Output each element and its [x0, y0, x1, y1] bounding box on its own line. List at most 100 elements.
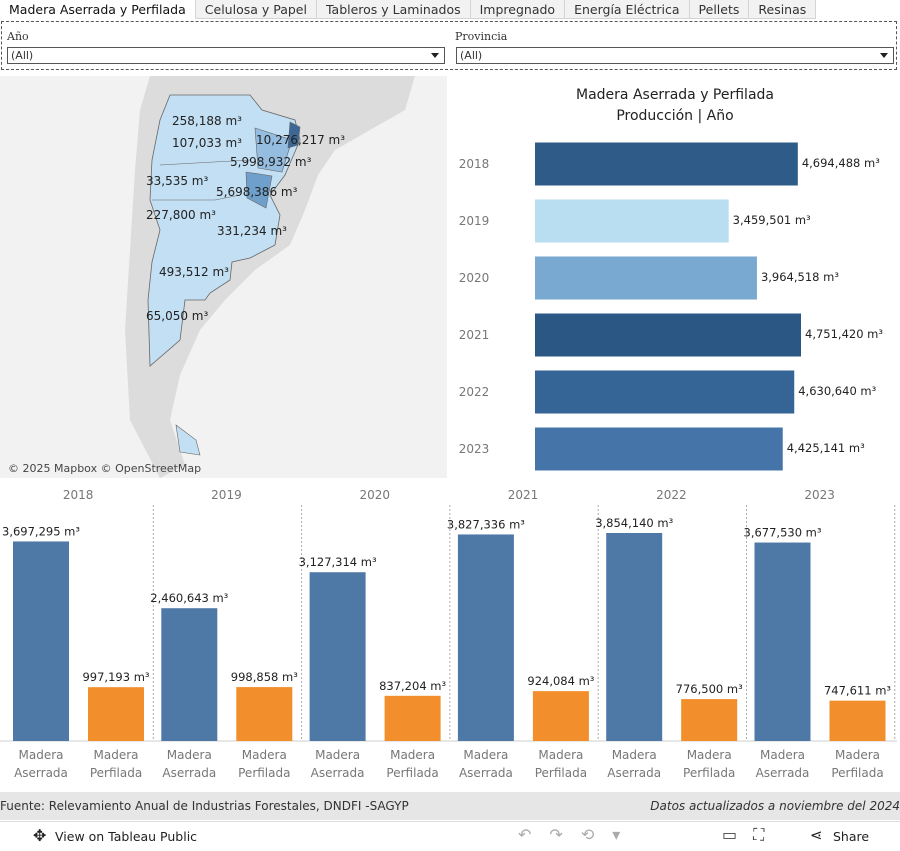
map-label: 65,050 m³	[146, 309, 208, 323]
bar	[457, 534, 514, 741]
category-label: Madera Aserrada	[458, 748, 513, 780]
tableau-icon: ✥	[33, 826, 47, 845]
source: Fuente: Relevamiento Anual de Industrias…	[0, 799, 409, 813]
bar	[309, 572, 366, 741]
map-label: 107,033 m³	[172, 136, 242, 150]
value-label: 776,500 m³	[676, 682, 743, 696]
bar	[535, 142, 798, 186]
bar	[829, 700, 886, 741]
y-tick-label: 2023	[459, 442, 490, 456]
map-province	[175, 424, 201, 456]
category-label: Madera Perfilada	[89, 748, 143, 780]
share-icon: ⋖	[810, 826, 823, 844]
bar	[754, 542, 811, 741]
category-label: Madera Aserrada	[755, 748, 810, 780]
history-buttons[interactable]: ↶↷⟲▾	[518, 825, 639, 844]
map-label: 227,800 m³	[146, 208, 216, 222]
map-label: 10,276,217 m³	[256, 133, 345, 147]
chart-subtitle: Producción | Año	[616, 108, 733, 124]
y-tick-label: 2021	[459, 328, 490, 342]
bar	[13, 541, 69, 741]
bar	[606, 533, 663, 741]
bar	[535, 427, 783, 471]
bar	[161, 608, 218, 741]
map-label: 331,234 m³	[217, 224, 287, 238]
map	[0, 76, 447, 478]
y-tick-label: 2018	[459, 157, 490, 171]
value-label: 3,677,530 m³	[744, 526, 822, 540]
map-label: 258,188 m³	[172, 114, 242, 128]
map-label: 493,512 m³	[159, 265, 229, 279]
category-label: Madera Perfilada	[386, 748, 439, 780]
tab[interactable]: Madera Aserrada y Perfilada	[0, 0, 196, 19]
tab[interactable]: Tableros y Laminados	[316, 0, 471, 19]
tab-bar: Madera Aserrada y Perfilada Celulosa y Pa…	[0, 0, 817, 19]
map-province	[245, 171, 273, 209]
panel-header: 2023	[804, 488, 835, 502]
value-label: 3,854,140 m³	[595, 516, 673, 530]
category-label: Madera Perfilada	[831, 748, 884, 780]
panel-header: 2020	[359, 488, 390, 502]
map-border	[159, 159, 251, 166]
bar	[681, 699, 738, 741]
tab[interactable]: Impregnado	[470, 0, 566, 19]
value-label: 837,204 m³	[379, 679, 446, 693]
category-label: Madera Aserrada	[162, 748, 217, 780]
value-label: 3,827,336 m³	[447, 517, 525, 531]
category-label: Madera Aserrada	[607, 748, 662, 780]
value-label: 997,193 m³	[82, 670, 149, 684]
category-label: Madera Perfilada	[238, 748, 291, 780]
map-province	[287, 121, 301, 149]
charts: 258,188 m³ 107,033 m³ 10,276,217 m³ 5,998,9…	[0, 76, 897, 742]
tab[interactable]: Celulosa y Papel	[195, 0, 317, 19]
bar	[535, 199, 729, 243]
chart-title: Madera Aserrada y Perfilada	[576, 87, 774, 103]
panel-header: 2022	[656, 488, 687, 502]
download-buttons[interactable]: ▭⛶	[722, 825, 781, 844]
value-label: 4,751,420 m³	[805, 327, 883, 341]
value-label: 747,611 m³	[824, 684, 891, 698]
filter-panel: Año (All) Provincia (All)	[1, 21, 897, 70]
bar	[236, 687, 293, 741]
value-label: 3,964,518 m³	[761, 270, 839, 284]
bar	[535, 370, 795, 414]
value-label: 4,694,488 m³	[802, 156, 880, 170]
value-label: 3,697,295 m³	[2, 524, 80, 538]
share-button[interactable]: Share	[833, 829, 870, 844]
filter-dropdown[interactable]: (All)	[7, 47, 445, 64]
value-label: 4,425,141 m³	[787, 441, 865, 455]
map-label: 5,998,932 m³	[230, 155, 312, 169]
value-label: 4,630,640 m³	[798, 384, 876, 398]
category-label: Madera Perfilada	[534, 748, 588, 780]
category-label: Madera Aserrada	[310, 748, 365, 780]
value-label: 3,127,314 m³	[299, 555, 377, 569]
bar	[88, 687, 144, 741]
bar	[535, 313, 801, 357]
y-tick-label: 2019	[459, 214, 490, 228]
category-label: Madera Aserrada	[14, 748, 68, 780]
bar	[535, 256, 757, 300]
panel-header: 2021	[508, 488, 539, 502]
tab[interactable]: Energía Eléctrica	[565, 0, 690, 19]
y-tick-label: 2020	[459, 271, 490, 285]
tab[interactable]: Pellets	[689, 0, 750, 19]
y-tick-label: 2022	[459, 385, 490, 399]
map-border	[152, 194, 241, 201]
value-label: 2,460,643 m³	[150, 591, 228, 605]
toolbar: ✥ View on Tableau Public ↶↷⟲▾ ▭⛶ ⋖ Share	[0, 821, 900, 851]
view-link[interactable]: View on Tableau Public	[55, 829, 198, 844]
value-label: 924,084 m³	[527, 674, 594, 688]
map-province	[254, 127, 293, 173]
panel-header: 2018	[63, 488, 94, 502]
filter-dropdown[interactable]: (All)	[456, 47, 894, 64]
bar	[532, 691, 589, 741]
bar	[384, 695, 441, 741]
filter-label: Año	[7, 30, 29, 43]
value-label: 998,858 m³	[231, 670, 298, 684]
category-label: Madera Perfilada	[683, 748, 736, 780]
filter-label: Provincia	[455, 30, 508, 43]
map-label: 5,698,386 m³	[216, 185, 298, 199]
footer: Fuente: Relevamiento Anual de Industrias…	[0, 792, 900, 820]
tab[interactable]: Resinas	[749, 0, 817, 19]
